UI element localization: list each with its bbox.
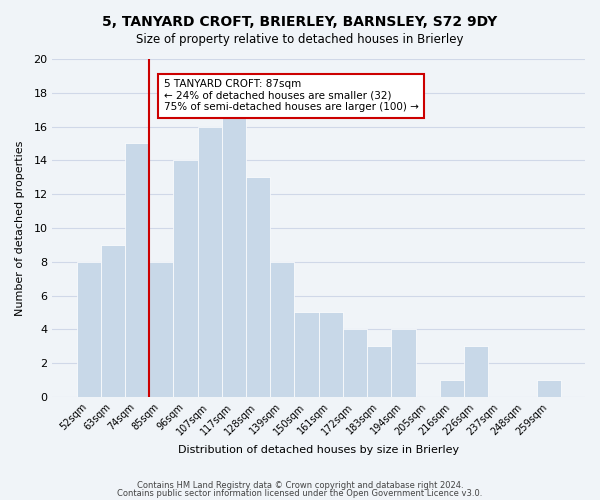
Bar (173, 160, 197, 397)
Y-axis label: Number of detached properties: Number of detached properties (15, 140, 25, 316)
Text: Size of property relative to detached houses in Brierley: Size of property relative to detached ho… (136, 32, 464, 46)
Bar (125, 144, 149, 397)
Bar (101, 245, 125, 397)
Text: Contains public sector information licensed under the Open Government Licence v3: Contains public sector information licen… (118, 488, 482, 498)
Bar (464, 346, 488, 397)
Bar (343, 330, 367, 397)
Bar (319, 312, 343, 397)
Bar (149, 262, 173, 397)
Bar (197, 126, 222, 397)
Bar (270, 262, 295, 397)
Bar (295, 312, 319, 397)
Text: 5, TANYARD CROFT, BRIERLEY, BARNSLEY, S72 9DY: 5, TANYARD CROFT, BRIERLEY, BARNSLEY, S7… (103, 15, 497, 29)
Text: 5 TANYARD CROFT: 87sqm
← 24% of detached houses are smaller (32)
75% of semi-det: 5 TANYARD CROFT: 87sqm ← 24% of detached… (164, 80, 419, 112)
Bar (77, 262, 101, 397)
Bar (440, 380, 464, 397)
Bar (246, 178, 270, 397)
Bar (367, 346, 391, 397)
Bar (222, 110, 246, 397)
Bar (391, 330, 416, 397)
X-axis label: Distribution of detached houses by size in Brierley: Distribution of detached houses by size … (178, 445, 459, 455)
Bar (536, 380, 561, 397)
Text: Contains HM Land Registry data © Crown copyright and database right 2024.: Contains HM Land Registry data © Crown c… (137, 481, 463, 490)
